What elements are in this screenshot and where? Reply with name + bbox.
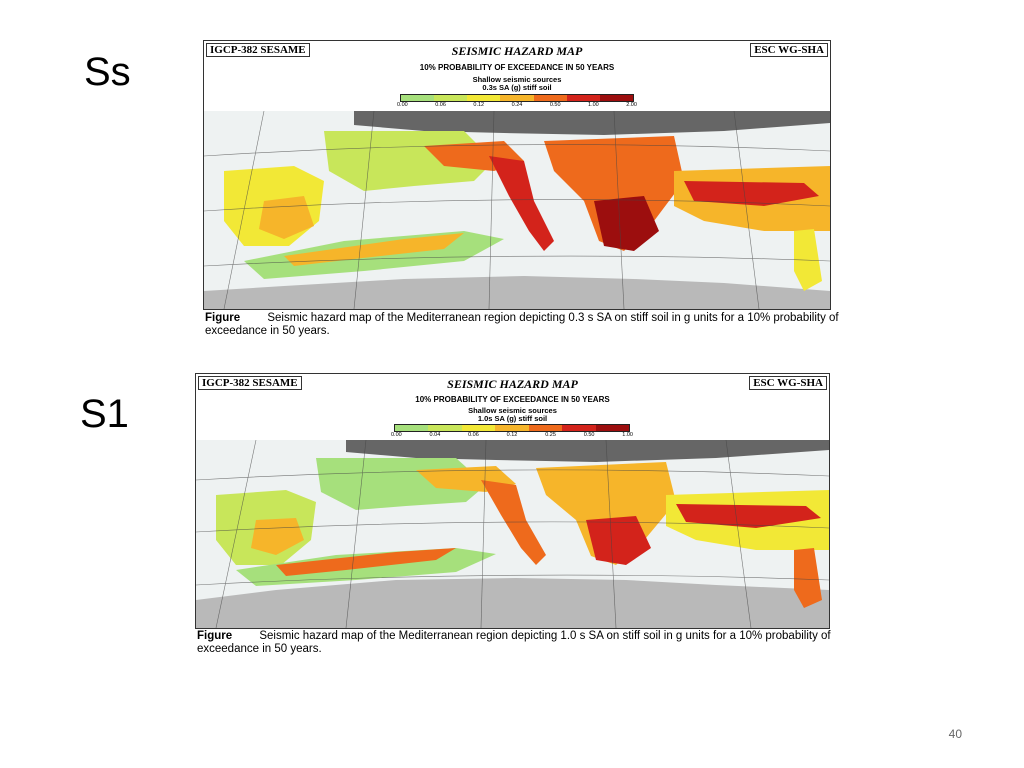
scale-tick: 0.25 <box>545 432 556 438</box>
graticule-lines <box>196 440 829 628</box>
scale-swatch <box>562 425 596 431</box>
scale-swatch <box>533 95 567 101</box>
scale-tick: 1.00 <box>622 432 633 438</box>
maghreb-hazard <box>284 233 464 266</box>
figure-label-s1: S1 <box>80 392 129 436</box>
scale-ticks: 0.00 0.06 0.12 0.24 0.50 1.00 2.00 <box>397 102 637 108</box>
map-measure: 1.0s SA (g) stiff soil <box>477 414 548 423</box>
scale-tick: 0.12 <box>506 432 518 438</box>
mediterranean-hazard-map <box>196 440 829 628</box>
caption-label: Figure <box>205 312 241 324</box>
map-subtitle: 10% PROBABILITY OF EXCEEDANCE IN 50 YEAR… <box>415 395 610 404</box>
map-title: SEISMIC HAZARD MAP <box>451 44 583 58</box>
scale-swatch <box>528 425 563 431</box>
color-scale <box>394 424 630 432</box>
anatolia-fault-hazard <box>676 504 821 528</box>
scale-swatch <box>495 425 529 431</box>
scale-tick: 0.06 <box>435 102 446 108</box>
anatolia-fault-hazard <box>684 181 819 206</box>
figure-label-ss: Ss <box>84 50 131 94</box>
map-header: IGCP-382 SESAME ESC WG-SHA SEISMIC HAZAR… <box>196 374 829 441</box>
greece-hazard <box>594 196 659 251</box>
scale-tick: 1.00 <box>588 102 599 108</box>
scale-swatch <box>434 95 468 101</box>
mediterranean-hazard-map <box>204 111 830 309</box>
south-unmapped-area <box>196 578 829 628</box>
scale-swatch <box>467 95 501 101</box>
italy-region <box>481 480 546 565</box>
scale-tick: 0.06 <box>468 432 479 438</box>
map-sources: Shallow seismic sources <box>468 406 557 415</box>
graticule-lines <box>204 111 830 309</box>
italy-region <box>489 156 554 251</box>
caption-text: Seismic hazard map of the Mediterranean … <box>197 630 831 655</box>
working-group-tag: ESC WG-SHA <box>749 376 827 390</box>
scale-tick: 2.00 <box>626 102 637 108</box>
map-subtitle: 10% PROBABILITY OF EXCEEDANCE IN 50 YEAR… <box>419 63 615 72</box>
project-tag: IGCP-382 SESAME <box>198 376 302 390</box>
greece-hazard <box>586 516 651 565</box>
caption-text: Seismic hazard map of the Mediterranean … <box>205 312 839 337</box>
levant-region <box>794 548 822 608</box>
scale-swatch <box>595 425 629 431</box>
hazard-map-ss: IGCP-382 SESAME ESC WG-SHA SEISMIC HAZAR… <box>203 40 831 310</box>
scale-swatch <box>395 425 429 431</box>
map-measure: 0.3s SA (g) stiff soil <box>482 83 552 92</box>
caption-label: Figure <box>197 630 233 642</box>
scale-tick: 0.12 <box>473 102 485 108</box>
north-unmapped-band <box>346 440 829 462</box>
scale-tick: 0.00 <box>391 432 402 438</box>
scale-tick: 0.50 <box>583 432 595 438</box>
page-number: 40 <box>948 727 962 741</box>
figure-caption-ss: Figure Seismic hazard map of the Mediter… <box>205 312 845 338</box>
scale-swatch <box>461 425 496 431</box>
map-sources: Shallow seismic sources <box>472 75 562 84</box>
scale-tick: 0.50 <box>549 102 561 108</box>
maghreb-hazard <box>276 548 456 576</box>
scale-swatch <box>566 95 600 101</box>
scale-tick: 0.00 <box>397 102 408 108</box>
scale-swatch <box>500 95 534 101</box>
scale-ticks: 0.00 0.04 0.06 0.12 0.25 0.50 1.00 <box>391 432 633 438</box>
map-title: SEISMIC HAZARD MAP <box>447 377 578 391</box>
scale-swatch <box>401 95 435 101</box>
working-group-tag: ESC WG-SHA <box>750 43 828 57</box>
color-scale <box>400 94 634 102</box>
project-tag: IGCP-382 SESAME <box>206 43 310 57</box>
figure-caption-s1: Figure Seismic hazard map of the Mediter… <box>197 630 847 656</box>
scale-tick: 0.04 <box>429 432 441 438</box>
south-unmapped-area <box>204 276 830 309</box>
scale-tick: 0.24 <box>511 102 523 108</box>
scale-swatch <box>599 95 633 101</box>
hazard-map-s1: IGCP-382 SESAME ESC WG-SHA SEISMIC HAZAR… <box>195 373 830 629</box>
hazard-figure-s1: IGCP-382 SESAME ESC WG-SHA SEISMIC HAZAR… <box>195 373 855 663</box>
scale-swatch <box>428 425 462 431</box>
north-unmapped-band <box>354 111 830 135</box>
hazard-figure-ss: IGCP-382 SESAME ESC WG-SHA SEISMIC HAZAR… <box>203 40 853 340</box>
map-header: IGCP-382 SESAME ESC WG-SHA SEISMIC HAZAR… <box>204 41 830 112</box>
